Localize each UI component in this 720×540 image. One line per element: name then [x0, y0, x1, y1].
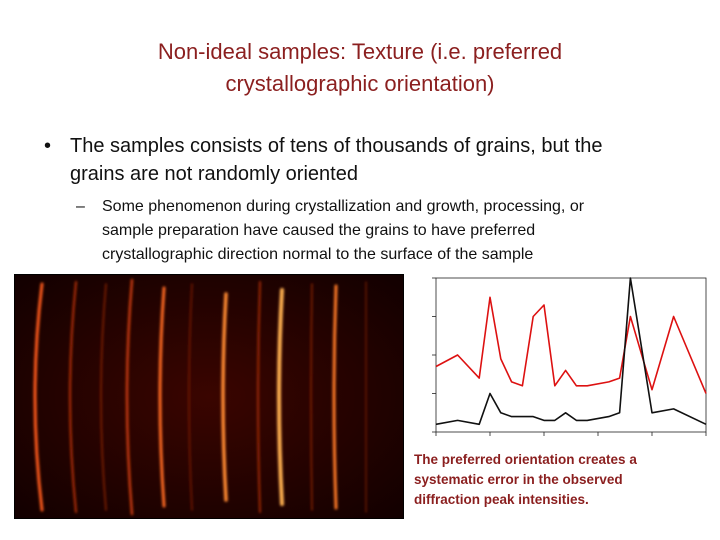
diffraction-arcs — [14, 274, 404, 519]
bullet-symbol: • — [44, 135, 52, 157]
textured-pattern-line — [435, 277, 707, 426]
x-axis-ticks — [435, 432, 707, 436]
sub-bullet-symbol: – — [76, 198, 85, 215]
main-bullet-line-2: grains are not randomly oriented — [70, 163, 358, 185]
random-pattern-line — [435, 296, 707, 394]
chart-plot-frame — [435, 277, 707, 433]
slide-title-line-2: crystallographic orientation) — [225, 71, 495, 96]
caption-line-3: diffraction peak intensities. — [414, 492, 589, 507]
caption-line-1: The preferred orientation creates a — [414, 452, 637, 467]
sub-bullet-line-1: Some phenomenon during crystallization a… — [102, 198, 585, 215]
diffraction-ring-image — [14, 274, 404, 519]
main-bullet: • The samples consists of tens of thousa… — [44, 132, 684, 188]
sub-bullet-line-2: sample preparation have caused the grain… — [102, 222, 536, 239]
figure-caption: The preferred orientation creates a syst… — [414, 450, 710, 510]
slide-title: Non-ideal samples: Texture (i.e. preferr… — [60, 36, 660, 100]
sub-bullet-text: Some phenomenon during crystallization a… — [102, 195, 584, 267]
caption-line-2: systematic error in the observed — [414, 472, 623, 487]
slide-title-line-1: Non-ideal samples: Texture (i.e. preferr… — [157, 39, 563, 64]
sub-bullet-line-3: crystallographic direction normal to the… — [102, 246, 534, 263]
xrd-pattern-chart — [432, 277, 707, 436]
main-bullet-line-1: The samples consists of tens of thousand… — [70, 135, 603, 157]
main-bullet-text: The samples consists of tens of thousand… — [70, 132, 603, 188]
y-axis-ticks — [432, 277, 436, 433]
sub-bullet: – Some phenomenon during crystallization… — [76, 195, 676, 267]
chart-series — [435, 277, 707, 426]
